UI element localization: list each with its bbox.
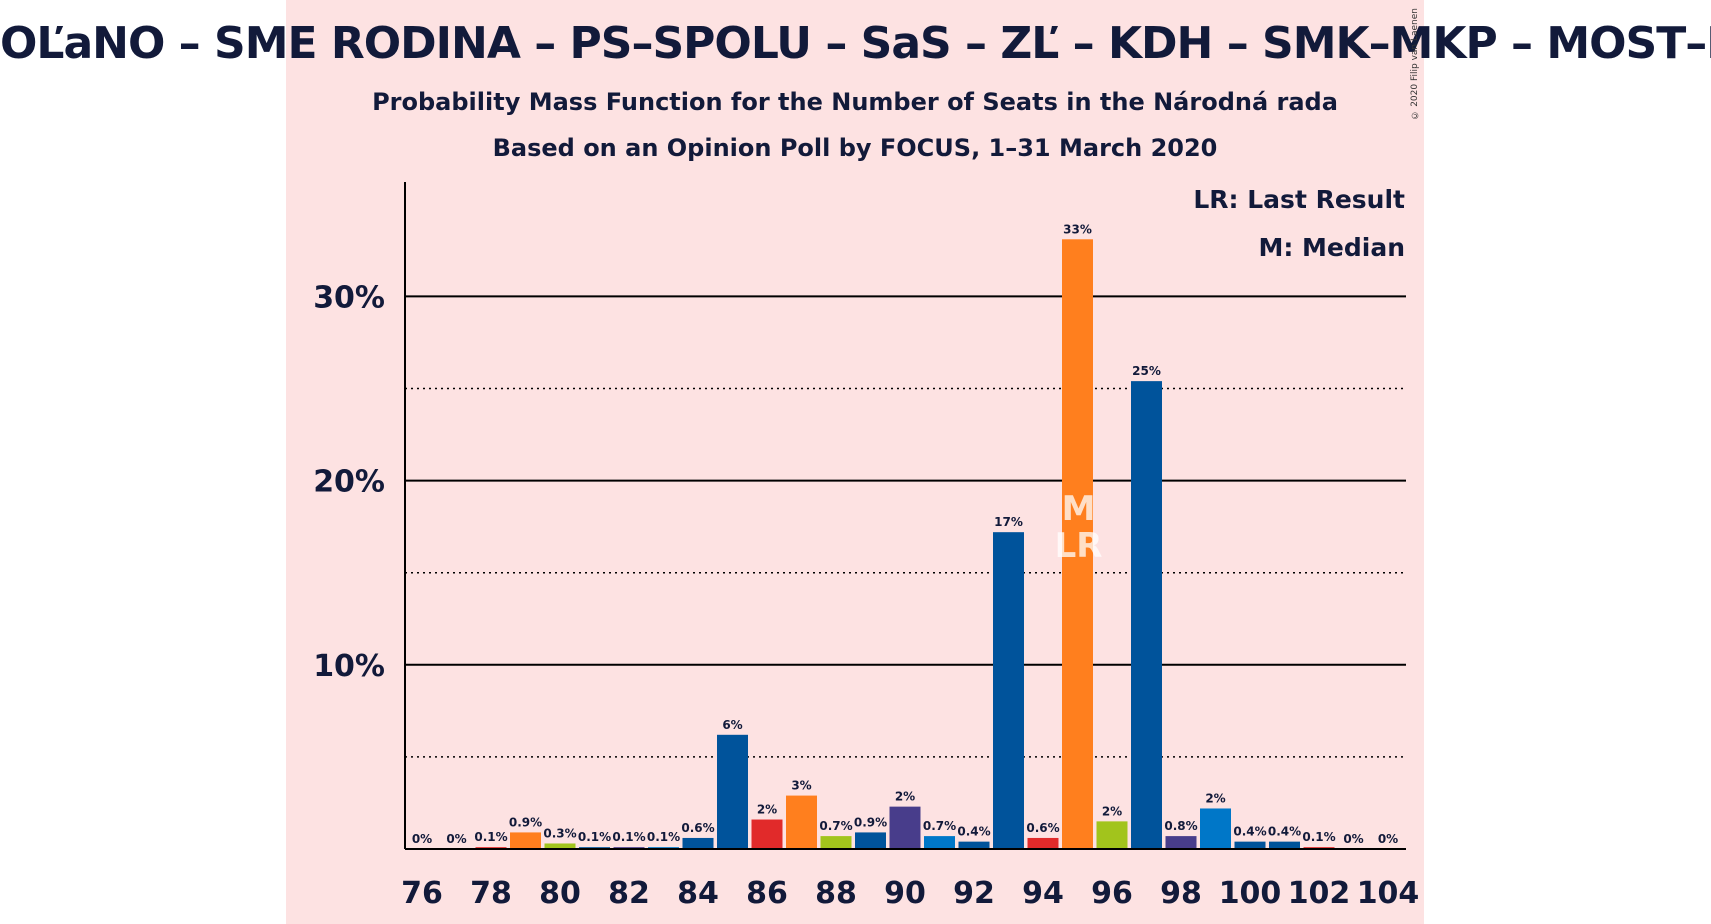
bar	[786, 795, 817, 849]
bar-value-label: 3%	[791, 779, 811, 793]
bar-value-label: 0%	[446, 832, 466, 846]
bar	[1027, 837, 1059, 849]
bar-value-label: 0.1%	[647, 830, 680, 844]
bar	[889, 806, 921, 849]
y-tick-label: 10%	[313, 649, 385, 684]
x-tick-label: 104	[1357, 876, 1420, 911]
bar-value-label: 6%	[722, 718, 742, 732]
x-axis-ticks: 76 78 80 82 84 86 88 90 92 94 96 98 100 102 104	[401, 876, 1419, 911]
y-tick-label: 20%	[313, 465, 385, 500]
median-marker: M	[1062, 489, 1096, 529]
legend-median: M: Median	[1258, 233, 1405, 262]
x-tick-label: 98	[1160, 876, 1202, 911]
bar	[1096, 821, 1128, 849]
legend-last-result: LR: Last Result	[1193, 185, 1405, 214]
x-tick-label: 80	[539, 876, 581, 911]
chart-subtitle: Probability Mass Function for the Number…	[372, 88, 1338, 116]
x-tick-label: 76	[401, 876, 443, 911]
x-tick-label: 90	[884, 876, 926, 911]
bar-value-label: 2%	[895, 790, 915, 804]
bar	[1269, 841, 1300, 849]
last-result-marker: LR	[1055, 526, 1103, 566]
bar	[820, 836, 852, 849]
bar	[855, 832, 886, 849]
bar	[682, 837, 714, 849]
x-tick-label: 94	[1022, 876, 1064, 911]
bar	[544, 843, 576, 849]
bar-value-label: 0%	[412, 832, 432, 846]
bar-value-label: 0.7%	[819, 819, 852, 833]
bar-value-label: 0%	[1378, 832, 1398, 846]
bar-value-label: 2%	[1205, 791, 1225, 805]
bar	[510, 832, 541, 849]
x-tick-label: 78	[470, 876, 512, 911]
bar-labels: 0% 0% 0.1%0.9%0.3% 0.1% 0.1% 0.1%0.6%6%2%3%0.…	[412, 222, 1398, 846]
y-axis-ticks: 10% 20% 30%	[313, 280, 385, 683]
x-tick-label: 84	[677, 876, 719, 911]
bar	[1200, 808, 1231, 849]
bar-value-label: 0.4%	[1233, 825, 1266, 839]
bar-value-label: 0.1%	[1302, 830, 1335, 844]
bar-value-label: 2%	[1102, 804, 1122, 818]
bar-value-label: 33%	[1063, 222, 1092, 236]
bar-value-label: 0.3%	[543, 826, 576, 840]
bar	[993, 532, 1024, 849]
chart-background	[286, 0, 1424, 924]
bar-value-label: 0.6%	[1026, 821, 1059, 835]
x-tick-label: 82	[608, 876, 650, 911]
y-tick-label: 30%	[313, 280, 385, 315]
bar-value-label: 0%	[1343, 832, 1363, 846]
bar	[751, 819, 783, 849]
bar-value-label: 0.6%	[681, 821, 714, 835]
bar-value-label: 0.1%	[474, 830, 507, 844]
bar-value-label: 0.1%	[612, 830, 645, 844]
bar-value-label: 25%	[1132, 364, 1161, 378]
gridlines	[405, 295, 1406, 758]
x-tick-label: 86	[746, 876, 788, 911]
bar-value-label: 0.4%	[957, 825, 990, 839]
bar-value-label: 2%	[757, 803, 777, 817]
bar-value-label: 0.1%	[578, 830, 611, 844]
bar-value-label: 17%	[994, 515, 1023, 529]
median-last-result-markers: MLR	[1055, 489, 1103, 566]
bar	[924, 836, 955, 849]
bar	[1062, 239, 1093, 850]
bar	[1131, 381, 1162, 849]
bar-value-label: 0.4%	[1268, 825, 1301, 839]
bar	[717, 734, 748, 849]
bar	[1234, 841, 1266, 849]
bar-value-label: 0.9%	[509, 815, 542, 829]
x-tick-label: 102	[1288, 876, 1351, 911]
bar-value-label: 0.7%	[923, 819, 956, 833]
chart-title: OĽaNO – SME RODINA – PS–SPOLU – SaS – ZĽ…	[0, 18, 1711, 69]
bar	[958, 841, 990, 849]
bar-value-label: 0.8%	[1164, 819, 1197, 833]
x-tick-label: 92	[953, 876, 995, 911]
poll-source: Based on an Opinion Poll by FOCUS, 1–31 …	[492, 134, 1218, 162]
x-tick-label: 100	[1219, 876, 1282, 911]
x-tick-label: 96	[1091, 876, 1133, 911]
bars	[475, 239, 1335, 850]
bar	[1165, 836, 1197, 849]
bar-value-label: 0.9%	[854, 815, 887, 829]
x-tick-label: 88	[815, 876, 857, 911]
